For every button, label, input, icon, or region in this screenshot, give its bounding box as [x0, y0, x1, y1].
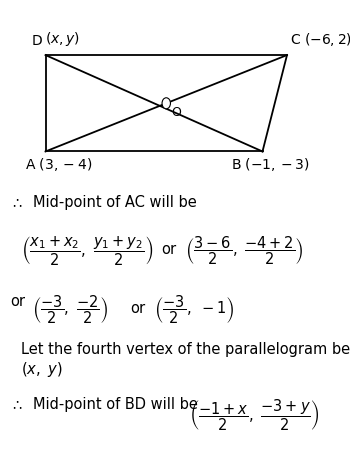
Text: Mid-point of AC will be: Mid-point of AC will be [33, 195, 197, 210]
Text: O: O [172, 106, 181, 118]
Text: $\left(\dfrac{-3}{2},\ \dfrac{-2}{2}\right)$: $\left(\dfrac{-3}{2},\ \dfrac{-2}{2}\rig… [32, 294, 108, 326]
Text: or  $\left(\dfrac{-3}{2},\ -1\right)$: or $\left(\dfrac{-3}{2},\ -1\right)$ [130, 294, 234, 326]
Text: or  $\left(\dfrac{3-6}{2},\ \dfrac{-4+2}{2}\right)$: or $\left(\dfrac{3-6}{2},\ \dfrac{-4+2}{… [161, 234, 304, 267]
Text: B $(-1, -3)$: B $(-1, -3)$ [231, 156, 310, 173]
Circle shape [162, 98, 170, 109]
Text: $\left(\dfrac{x_1+x_2}{2},\ \dfrac{y_1+y_2}{2}\right)$: $\left(\dfrac{x_1+x_2}{2},\ \dfrac{y_1+y… [21, 234, 153, 268]
Text: D: D [32, 34, 47, 48]
Text: A $(3, -4)$: A $(3, -4)$ [25, 156, 92, 173]
Text: Mid-point of BD will be: Mid-point of BD will be [33, 397, 198, 412]
Text: $(x, y)$: $(x, y)$ [45, 30, 80, 48]
Text: Let the fourth vertex of the parallelogram be: Let the fourth vertex of the parallelogr… [21, 342, 350, 357]
Text: or: or [10, 294, 26, 309]
Text: $\therefore$: $\therefore$ [10, 397, 24, 412]
Text: $(x,\ y)$: $(x,\ y)$ [21, 360, 63, 379]
Text: C $(-6, 2)$: C $(-6, 2)$ [290, 31, 350, 48]
Text: $\left(\dfrac{-1+x}{2},\ \dfrac{-3+y}{2}\right)$: $\left(\dfrac{-1+x}{2},\ \dfrac{-3+y}{2}… [189, 397, 320, 432]
Text: $\therefore$: $\therefore$ [10, 195, 24, 210]
